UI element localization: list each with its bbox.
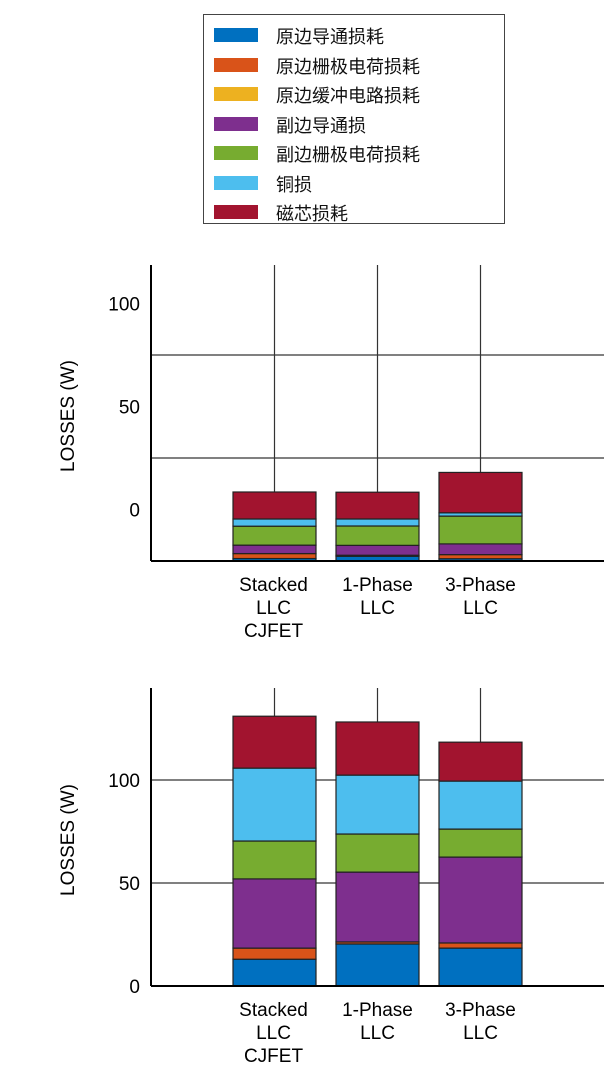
bar-segment (438, 515, 523, 545)
bar-segment (335, 943, 420, 987)
legend-label: 原边导通损耗 (276, 27, 384, 48)
bar-segment (232, 947, 317, 960)
legend-label: 磁芯损耗 (276, 204, 348, 225)
y-tick-label: 50 (119, 398, 140, 419)
x-tick-label: LLC (360, 598, 395, 619)
legend-label: 原边缓冲电路损耗 (276, 86, 420, 107)
x-tick-label: LLC (256, 598, 291, 619)
x-tick-label: 3-Phase (445, 575, 516, 596)
bar-segment (232, 518, 317, 527)
bar-segment (438, 780, 523, 830)
y-tick-label: 50 (119, 874, 140, 895)
legend-swatch (214, 146, 258, 160)
legend-swatch (214, 175, 258, 190)
bar-segment (438, 942, 523, 949)
bar-segment (438, 741, 523, 782)
bar-segment (232, 715, 317, 769)
bar-segment (335, 833, 420, 873)
y-axis-label: LOSSES (W) (58, 784, 79, 896)
bar-segment (335, 544, 420, 556)
bar-segment (232, 525, 317, 546)
x-tick-label: Stacked (239, 575, 308, 596)
bar-segment (232, 840, 317, 880)
x-tick-label: CJFET (244, 621, 304, 642)
bar-segment (335, 871, 420, 943)
bar-segment (232, 878, 317, 949)
x-tick-label: 1-Phase (342, 575, 413, 596)
bar-segment (335, 721, 420, 776)
bar-segment (232, 767, 317, 842)
bar-segment (335, 774, 420, 835)
legend-swatch (214, 57, 258, 72)
legend-label: 原边栅极电荷损耗 (276, 56, 420, 78)
bar-segment (438, 856, 523, 944)
legend-label: 铜损 (276, 174, 312, 196)
legend: 原边导通损耗原边栅极电荷损耗 原边缓冲电路损耗 副边导通损副边栅极电荷损耗 铜损磁芯损… (203, 14, 505, 225)
y-tick-label: 100 (108, 295, 140, 316)
bar-segment (438, 947, 523, 987)
y-tick-label: 100 (108, 771, 140, 792)
bar-segment (232, 552, 317, 560)
bar-segment (438, 554, 523, 560)
x-tick-label: 3-Phase (445, 1000, 516, 1021)
legend-label: 副边导通损 (276, 115, 366, 137)
legend-label: 副边栅极电荷损耗 (276, 145, 420, 166)
y-tick-label: 0 (129, 501, 140, 522)
x-tick-label: CJFET (244, 1046, 304, 1067)
x-tick-label: LLC (360, 1023, 395, 1044)
x-tick-label: Stacked (239, 1000, 308, 1021)
x-tick-label: LLC (256, 1023, 291, 1044)
bar-segment (335, 525, 420, 546)
legend-swatch (214, 87, 258, 101)
bar-segment (232, 491, 317, 520)
bar-segment (232, 544, 317, 555)
y-tick-label: 0 (129, 977, 140, 998)
x-tick-label: LLC (463, 598, 498, 619)
legend-swatch (214, 28, 258, 42)
y-axis-label: LOSSES (W) (58, 360, 79, 472)
x-tick-label: 1-Phase (342, 1000, 413, 1021)
bar-segment (438, 828, 523, 858)
legend-swatch (214, 116, 258, 131)
bar-segment (232, 958, 317, 987)
bar-segment (438, 543, 523, 556)
bar-segment (335, 491, 420, 520)
bar-segment (335, 518, 420, 527)
bar-segment (438, 471, 523, 514)
legend-swatch (214, 205, 258, 219)
x-tick-label: LLC (463, 1023, 498, 1044)
